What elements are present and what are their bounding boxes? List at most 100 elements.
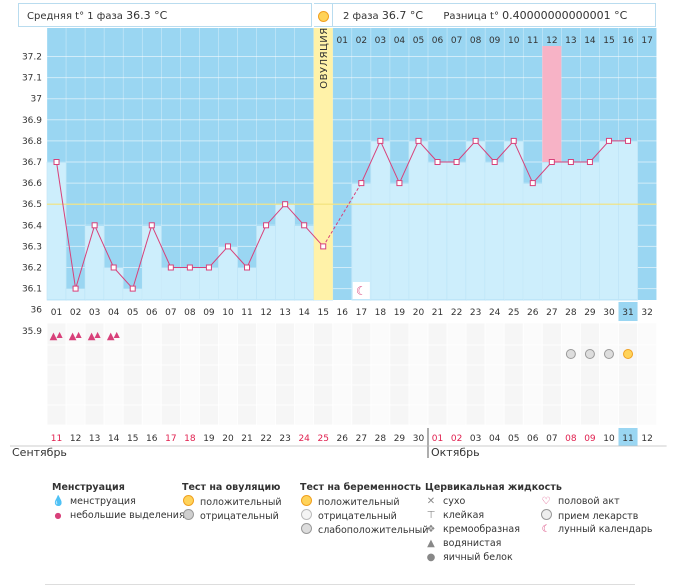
calendar-date-25: 25 bbox=[317, 434, 328, 444]
cycle-day-label-21: 21 bbox=[432, 308, 443, 318]
cycle-day-label-08: 08 bbox=[184, 308, 196, 318]
temperature-bar-23 bbox=[465, 140, 486, 301]
month-right-label: Октябрь bbox=[431, 446, 480, 459]
lunar-day-cell bbox=[352, 282, 370, 299]
cycle-day-label-20: 20 bbox=[413, 308, 425, 318]
sex-row-cell bbox=[389, 404, 410, 426]
cycle-day-label-15: 15 bbox=[317, 308, 328, 318]
calendar-date-15: 15 bbox=[127, 434, 138, 444]
temperature-bar-31 bbox=[618, 140, 638, 301]
current-day-cell bbox=[618, 302, 638, 321]
pregnancy-test-row-cell bbox=[580, 364, 600, 386]
cycle-day-label-09: 09 bbox=[203, 308, 215, 318]
cycle-day-label-26: 26 bbox=[527, 308, 539, 318]
temperature-bar-18 bbox=[370, 140, 391, 301]
sex-row-cell bbox=[332, 404, 353, 426]
cervical-row-cell bbox=[599, 384, 619, 406]
pregnancy-test-row-cell bbox=[351, 364, 372, 386]
temperature-point-23 bbox=[472, 137, 479, 144]
calendar-date-14: 14 bbox=[108, 434, 120, 444]
sex-row-cell bbox=[580, 404, 600, 426]
ovulation-test-row-cell bbox=[122, 344, 143, 366]
menstruation-row-cell bbox=[389, 322, 410, 346]
menstruation-row-cell bbox=[141, 322, 162, 346]
menstruation-row-cell bbox=[218, 322, 238, 346]
pregnancy-test-row-cell bbox=[446, 364, 467, 386]
menstruation-row-cell bbox=[313, 322, 334, 346]
sex-row-cell bbox=[84, 404, 105, 426]
temperature-bar-06 bbox=[141, 225, 162, 301]
cervical-row-cell bbox=[560, 384, 581, 406]
sex-row-cell bbox=[446, 404, 467, 426]
y-tick-label-36.5: 36.5 bbox=[22, 200, 42, 210]
phase2-label: 2 фаза bbox=[343, 11, 379, 22]
cervical-row-cell bbox=[446, 384, 467, 406]
pregnancy-test-row-cell bbox=[84, 364, 105, 386]
bbt-chart: °CОВУЛЯЦИЯ010203040506070809101112131415… bbox=[10, 1, 667, 459]
phase2-value: 36.7 °C bbox=[381, 9, 424, 22]
drop-icon: ▲ bbox=[107, 331, 115, 342]
temperature-point-07 bbox=[167, 264, 174, 271]
pregnancy-test-row-cell bbox=[370, 364, 391, 386]
cycle-day-label-16: 16 bbox=[337, 308, 349, 318]
ovulation-test-row-cell bbox=[179, 344, 200, 366]
temperature-bar-12 bbox=[256, 225, 276, 301]
cervical-row-cell bbox=[179, 384, 200, 406]
sex-row-cell bbox=[503, 404, 524, 426]
cycle-day-label-06: 06 bbox=[146, 308, 158, 318]
ovulation-test-row-cell bbox=[294, 344, 315, 366]
phase2-day-label-07: 07 bbox=[451, 36, 462, 46]
calendar-date-16: 16 bbox=[146, 434, 158, 444]
cervical-row-cell bbox=[160, 384, 181, 406]
temperature-line-segment bbox=[113, 267, 134, 289]
cervical-row-cell bbox=[141, 384, 162, 406]
pregnancy-test-row-cell bbox=[256, 364, 276, 386]
temperature-point-26 bbox=[529, 180, 536, 187]
legend-other: ♡ половой акт прием лекарств ☾ лунный кале… bbox=[540, 496, 653, 535]
calendar-date-23: 23 bbox=[279, 434, 290, 444]
calendar-date-18: 18 bbox=[184, 434, 196, 444]
ovulation-test-row-cell bbox=[541, 344, 562, 366]
sex-row-cell bbox=[141, 404, 162, 426]
temperature-point-29 bbox=[586, 159, 593, 165]
pregnancy-test-row-cell bbox=[618, 364, 638, 386]
temperature-point-06 bbox=[148, 222, 155, 229]
calendar-date-07: 07 bbox=[546, 434, 557, 444]
ovulation-test-row-cell bbox=[46, 344, 67, 366]
cervical-row-cell bbox=[351, 384, 372, 406]
cycle-day-label-31: 31 bbox=[622, 308, 633, 318]
temperature-bar-04 bbox=[103, 267, 124, 301]
menstruation-row-cell bbox=[580, 322, 600, 346]
temperature-bar-13 bbox=[275, 203, 295, 301]
calendar-date-27: 27 bbox=[356, 434, 367, 444]
temperature-point-11 bbox=[244, 264, 251, 271]
ovulation-test-row-cell bbox=[351, 344, 372, 366]
temperature-bar-30 bbox=[599, 140, 619, 301]
menstruation-row-cell bbox=[465, 322, 486, 346]
menstruation-row-cell bbox=[484, 322, 505, 346]
sex-row-cell bbox=[198, 404, 219, 426]
calendar-date-02: 02 bbox=[451, 434, 462, 444]
cervical-row-cell bbox=[541, 384, 562, 406]
ovulation-test-row-cell bbox=[84, 344, 105, 366]
ovulation-test-row-cell bbox=[237, 344, 257, 366]
calendar-date-10: 10 bbox=[603, 434, 615, 444]
cycle-day-label-25: 25 bbox=[508, 308, 519, 318]
sex-row-cell bbox=[122, 404, 143, 426]
cycle-day-label-27: 27 bbox=[546, 308, 557, 318]
moon-icon: ☾ bbox=[356, 284, 367, 298]
temperature-point-25 bbox=[510, 137, 517, 144]
pregnancy-test-row-cell bbox=[122, 364, 143, 386]
y-tick-label-36.7: 36.7 bbox=[22, 158, 42, 168]
menstruation-row-cell bbox=[541, 322, 562, 346]
cervical-row-cell bbox=[294, 384, 315, 406]
cycle-day-label-18: 18 bbox=[375, 308, 387, 318]
cervical-row-cell bbox=[218, 384, 238, 406]
phase2-day-label-14: 14 bbox=[584, 36, 596, 46]
egg-white-icon: ● bbox=[426, 552, 436, 563]
pregnancy-test-row-cell bbox=[427, 364, 448, 386]
phase2-day-label-16: 16 bbox=[622, 36, 634, 46]
phase2-day-label-06: 06 bbox=[432, 36, 444, 46]
phase2-day-label-01: 01 bbox=[337, 36, 348, 46]
temperature-bar-08 bbox=[180, 267, 200, 301]
